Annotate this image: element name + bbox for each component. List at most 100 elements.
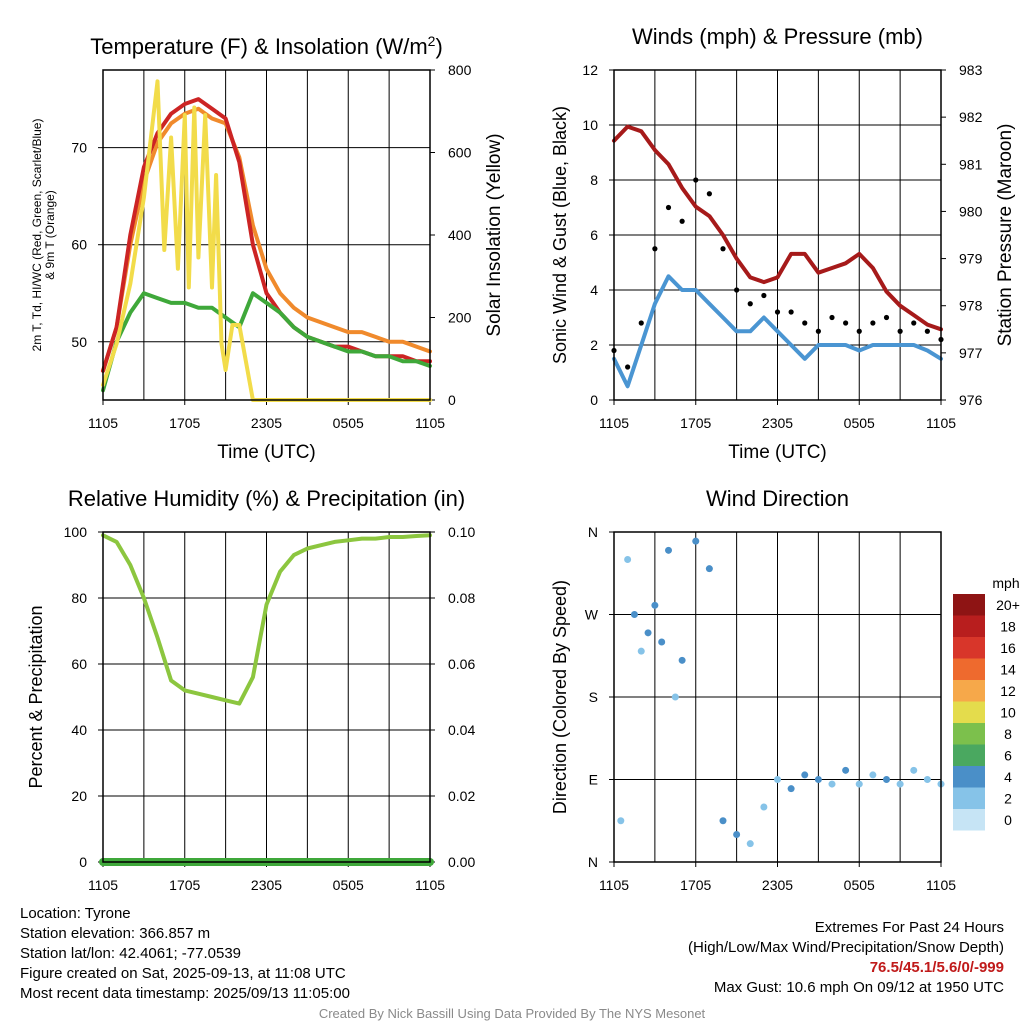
extremes-values: 76.5/45.1/5.6/0/-999	[869, 959, 1004, 976]
legend-swatch	[953, 637, 985, 659]
legend-label: 8	[1004, 726, 1012, 742]
direction-point	[787, 785, 795, 793]
chart-title-sup: 2	[428, 33, 436, 49]
gust-point	[883, 314, 890, 321]
direction-point	[624, 556, 632, 563]
chart-panel-3: 0 20 40 60 80 100 0.00 0.02 0.04 0.06 0.08 0.10 1105…	[26, 486, 475, 893]
direction-point	[746, 840, 754, 848]
legend-swatch	[953, 594, 985, 616]
y-axis-label: 2m T, Td, HI/WC (Red, Green, Scarlet/Blu…	[30, 119, 44, 352]
y-tick-label: 2	[590, 337, 598, 353]
y-axis-label: Direction (Colored By Speed)	[550, 580, 570, 814]
y-right-tick-label: 400	[448, 227, 472, 243]
x-tick-label: 0505	[844, 415, 875, 431]
direction-point	[644, 629, 652, 637]
x-tick-label: 1705	[680, 877, 711, 893]
gust-point	[815, 328, 821, 334]
legend-label: 0	[1004, 812, 1012, 828]
extremes-heading: Extremes For Past 24 Hours	[814, 919, 1004, 936]
series-line	[101, 291, 432, 393]
direction-point	[923, 776, 931, 783]
x-tick-label: 1105	[88, 415, 118, 431]
direction-point	[855, 780, 863, 788]
y-right-tick-label: 979	[959, 251, 983, 267]
x-tick-label: 2305	[251, 415, 282, 431]
x-tick-label: 2305	[762, 415, 793, 431]
legend-swatch	[953, 723, 985, 745]
legend-label: 14	[1000, 662, 1016, 678]
direction-point	[774, 776, 781, 783]
y-axis-label: & 9m T (Orange)	[43, 190, 57, 280]
chart-title: Relative Humidity (%) & Precipitation (i…	[68, 486, 465, 511]
gust-point	[665, 204, 672, 211]
y-tick-label: 70	[71, 140, 87, 156]
y-right-tick-label: 983	[959, 62, 983, 78]
direction-point	[828, 780, 836, 788]
chart-panel-1: 50 60 70 0 200 400 600 800 1105 1705 2305 0505 1105 T…	[30, 33, 505, 463]
legend-label: 10	[1000, 705, 1016, 721]
y-right-tick-label: 0.10	[448, 524, 475, 540]
direction-point	[637, 647, 645, 655]
series-line	[101, 533, 432, 706]
gust-point	[911, 320, 917, 326]
y-right-tick-label: 0.02	[448, 788, 475, 804]
legend-label: 4	[1004, 769, 1012, 785]
y-tick-label: 8	[590, 172, 598, 188]
y-tick-label: 40	[71, 722, 87, 738]
plot-frame	[102, 531, 431, 863]
direction-point	[842, 766, 850, 774]
y-right-axis-label: Solar Insolation (Yellow)	[484, 133, 505, 336]
direction-point	[896, 780, 904, 788]
legend-swatch	[953, 658, 985, 680]
y-tick-label: 20	[71, 788, 87, 804]
y-right-tick-label: 0.08	[448, 590, 475, 606]
chart-panel-2: 0 2 4 6 8 10 12 976 977 978 979 980 981 982 983 1105 170…	[550, 24, 1016, 463]
x-tick-label: 2305	[762, 877, 793, 893]
plot-frame	[613, 69, 942, 401]
gust-point	[638, 320, 644, 326]
direction-point	[665, 546, 672, 554]
direction-point	[719, 817, 727, 825]
gust-point	[693, 177, 699, 183]
y-right-tick-label: 977	[959, 345, 983, 361]
legend-swatch	[953, 615, 985, 637]
series-line	[612, 274, 943, 389]
gust-point	[774, 309, 781, 315]
legend-swatch	[953, 744, 985, 766]
y-tick-label: 100	[64, 524, 88, 540]
x-tick-label: 1105	[415, 877, 445, 893]
y-right-tick-label: 981	[959, 156, 983, 172]
gust-point	[802, 320, 808, 326]
gust-point	[747, 301, 753, 307]
y-tick-label: 6	[590, 227, 598, 243]
y-tick-label: 80	[71, 590, 87, 606]
x-tick-label: 1105	[926, 877, 956, 893]
gust-point	[897, 328, 903, 334]
created-text: Figure created on Sat, 2025-09-13, at 11…	[20, 965, 346, 982]
direction-point	[617, 817, 625, 825]
y-right-tick-label: 0.00	[448, 854, 475, 870]
y-tick-label: 10	[582, 117, 598, 133]
direction-point	[910, 766, 918, 774]
y-right-tick-label: 200	[448, 310, 472, 326]
x-tick-label: 2305	[251, 877, 282, 893]
gust-point	[625, 364, 631, 370]
credit-text: Created By Nick Bassill Using Data Provi…	[318, 1006, 706, 1021]
y-axis-label: Sonic Wind & Gust (Blue, Black)	[550, 106, 570, 364]
legend-swatch	[953, 766, 985, 788]
latlon-text: Station lat/lon: 42.4061; -77.0539	[20, 945, 242, 962]
x-tick-label: 1705	[169, 415, 200, 431]
station-info: Location: Tyrone Station elevation: 366.…	[20, 904, 350, 1004]
chart-title-main: Temperature (F) & Insolation (W/m	[90, 34, 427, 59]
y-right-tick-label: 978	[959, 298, 983, 314]
gust-point	[720, 246, 726, 252]
legend-label: 18	[1000, 619, 1016, 635]
legend-label: 20+	[996, 597, 1020, 613]
series-line	[101, 106, 432, 373]
gust-point	[843, 320, 849, 326]
legend-label: 16	[1000, 640, 1016, 656]
x-axis-label: Time (UTC)	[728, 442, 827, 463]
y-tick-label: 0	[79, 854, 87, 870]
gust-point	[652, 246, 658, 252]
